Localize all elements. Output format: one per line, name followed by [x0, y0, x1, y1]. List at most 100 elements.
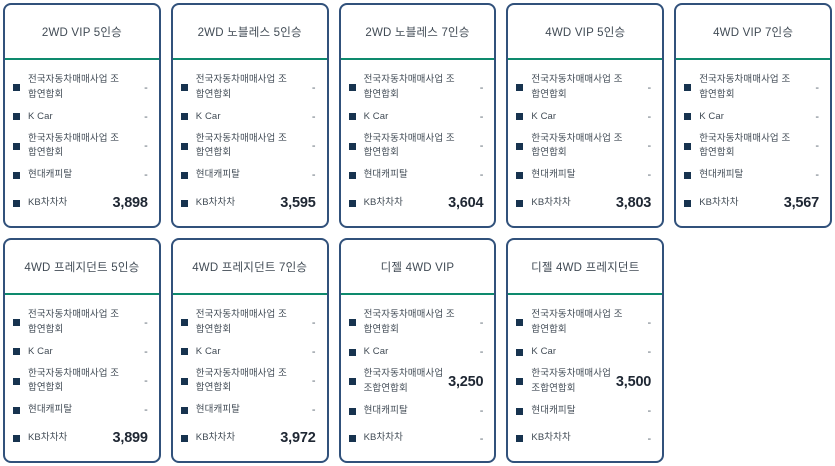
- seller-label: 전국자동차매매사업 조합연합회: [531, 74, 623, 100]
- seller-label: K Car: [195, 345, 221, 357]
- price-value: -: [647, 81, 652, 94]
- bullet-square-icon: [13, 406, 20, 414]
- trim-title: 디젤 4WD 프레지던트: [531, 261, 640, 274]
- bullet-square-icon: [516, 84, 524, 92]
- price-value: -: [647, 405, 652, 418]
- bullet-square-icon: [180, 142, 188, 150]
- price-value: -: [647, 346, 652, 359]
- price-value: -: [479, 346, 484, 359]
- price-row: 현대캐피탈 -: [13, 403, 148, 418]
- price-value: -: [815, 169, 819, 182]
- bullet-square-icon: [13, 434, 20, 442]
- bullet-square-icon: [13, 319, 20, 327]
- price-row: 전국자동차매매사업 조합연합회 -: [180, 73, 316, 102]
- price-value: -: [311, 81, 316, 94]
- trim-price-card: 디젤 4WD VIP 전국자동차매매사업 조합연합회 - K Car - 한국자…: [338, 238, 497, 463]
- bullet-square-icon: [348, 319, 356, 327]
- price-row: 현대캐피탈 -: [516, 168, 651, 183]
- seller-label: 한국자동차매매사업 조합연합회: [363, 132, 455, 159]
- price-value: -: [479, 81, 484, 94]
- seller-label: 현대캐피탈: [28, 169, 73, 181]
- bullet-square-icon: [348, 113, 356, 121]
- price-row: KB차차차 3,567: [684, 195, 819, 211]
- bullet-square-icon: [516, 378, 524, 386]
- price-value: 3,595: [280, 195, 316, 211]
- bullet-square-icon: [516, 113, 524, 121]
- card-header: 4WD 프레지던트 7인승: [172, 240, 327, 295]
- card-header: 디젤 4WD VIP: [340, 240, 495, 295]
- price-row: KB차차차 3,803: [516, 195, 651, 211]
- price-value: -: [479, 169, 484, 182]
- price-value: 3,972: [280, 430, 316, 446]
- card-body: 전국자동차매매사업 조합연합회 - K Car - 한국자동차매매사업 조합연합…: [5, 60, 159, 226]
- bullet-square-icon: [348, 435, 356, 443]
- bullet-square-icon: [180, 377, 188, 385]
- price-value: -: [144, 345, 148, 358]
- price-row: K Car -: [348, 345, 484, 360]
- price-value: -: [311, 110, 316, 123]
- seller-label: 한국자동차매매사업 조합연합회: [699, 132, 791, 159]
- price-row: 한국자동차매매사업 조합연합회 -: [13, 132, 148, 161]
- seller-label: 전국자동차매매사업 조합연합회: [28, 309, 120, 335]
- price-value: -: [311, 345, 316, 358]
- price-row: K Car -: [684, 110, 819, 125]
- seller-label: K Car: [699, 110, 724, 122]
- price-value: 3,604: [448, 195, 484, 211]
- card-body: 전국자동차매매사업 조합연합회 - K Car - 한국자동차매매사업 조합연합…: [508, 60, 662, 226]
- seller-label: 전국자동차매매사업 조합연합회: [363, 74, 455, 100]
- trim-title: 4WD 프레지던트 7인승: [192, 261, 308, 274]
- price-row: K Car -: [13, 110, 148, 125]
- bullet-square-icon: [13, 84, 20, 92]
- seller-label: KB차차차: [531, 432, 571, 444]
- price-row: 현대캐피탈 -: [180, 168, 316, 183]
- seller-label: KB차차차: [195, 196, 236, 208]
- price-value: -: [647, 110, 652, 123]
- trim-price-card: 4WD 프레지던트 5인승 전국자동차매매사업 조합연합회 - K Car - …: [3, 238, 161, 463]
- seller-label: 현대캐피탈: [28, 404, 73, 416]
- bullet-square-icon: [684, 171, 692, 179]
- price-row: KB차차차 3,604: [348, 195, 484, 211]
- bullet-square-icon: [516, 435, 524, 443]
- bullet-square-icon: [684, 199, 692, 207]
- seller-label: KB차차차: [363, 196, 403, 208]
- price-row: 한국자동차매매사업 조합연합회 3,250: [348, 367, 484, 396]
- bullet-square-icon: [13, 199, 20, 207]
- bullet-square-icon: [516, 142, 524, 150]
- price-value: -: [647, 316, 652, 329]
- card-header: 4WD 프레지던트 5인승: [5, 240, 159, 295]
- price-row: KB차차차 3,595: [180, 195, 316, 211]
- price-value: -: [144, 404, 148, 417]
- bullet-square-icon: [348, 348, 356, 356]
- price-value: 3,898: [112, 195, 148, 211]
- bullet-square-icon: [684, 113, 692, 121]
- bullet-square-icon: [348, 407, 356, 415]
- price-row: K Car -: [348, 110, 484, 125]
- seller-label: KB차차차: [195, 431, 236, 443]
- trim-price-card: 디젤 4WD 프레지던트 전국자동차매매사업 조합연합회 - K Car - 한…: [506, 238, 665, 463]
- price-row: 한국자동차매매사업 조합연합회 -: [516, 132, 651, 161]
- price-row: KB차차차 -: [516, 431, 651, 446]
- seller-label: 현대캐피탈: [363, 169, 408, 181]
- card-header: 4WD VIP 7인승: [676, 5, 830, 60]
- price-row: 전국자동차매매사업 조합연합회 -: [348, 73, 484, 102]
- bullet-square-icon: [180, 113, 188, 121]
- price-value: -: [479, 405, 484, 418]
- bullet-square-icon: [516, 319, 524, 327]
- card-body: 전국자동차매매사업 조합연합회 - K Car - 한국자동차매매사업 조합연합…: [173, 295, 327, 461]
- price-value: -: [479, 110, 484, 123]
- price-value: -: [311, 169, 316, 182]
- price-value: -: [815, 140, 819, 153]
- bullet-square-icon: [180, 319, 188, 327]
- seller-label: 한국자동차매매사업 조합연합회: [28, 132, 120, 159]
- seller-label: K Car: [195, 110, 221, 122]
- price-value: -: [815, 110, 819, 123]
- bullet-square-icon: [684, 142, 692, 150]
- price-row: 한국자동차매매사업 조합연합회 3,500: [516, 367, 651, 396]
- seller-label: 전국자동차매매사업 조합연합회: [363, 309, 455, 335]
- seller-label: KB차차차: [28, 431, 68, 443]
- seller-label: KB차차차: [699, 196, 739, 208]
- price-value: -: [479, 316, 484, 329]
- trim-title: 2WD VIP 5인승: [41, 26, 122, 39]
- seller-label: K Car: [531, 345, 557, 357]
- bullet-square-icon: [13, 113, 20, 121]
